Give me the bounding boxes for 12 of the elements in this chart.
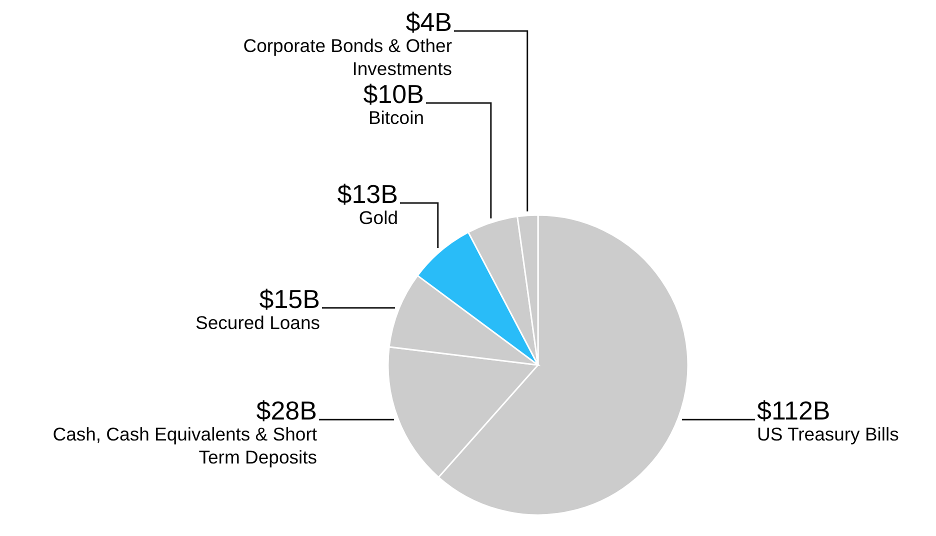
data-label: $15B: [259, 284, 320, 314]
data-label: $112B: [757, 396, 830, 426]
slice-label: Bitcoin: [368, 107, 424, 128]
data-label: $13B: [337, 179, 398, 209]
data-label: $10B: [363, 79, 424, 109]
slice-label: Gold: [358, 207, 398, 228]
slice-label: Corporate Bonds & Other Investments: [243, 35, 452, 79]
data-label: $4B: [406, 7, 452, 37]
data-label: $28B: [256, 396, 317, 426]
slice-label: Cash, Cash Equivalents & Short Term Deposits: [52, 424, 317, 468]
slice-label: US Treasury Bills: [757, 424, 899, 445]
slice-label: Secured Loans: [196, 312, 320, 333]
